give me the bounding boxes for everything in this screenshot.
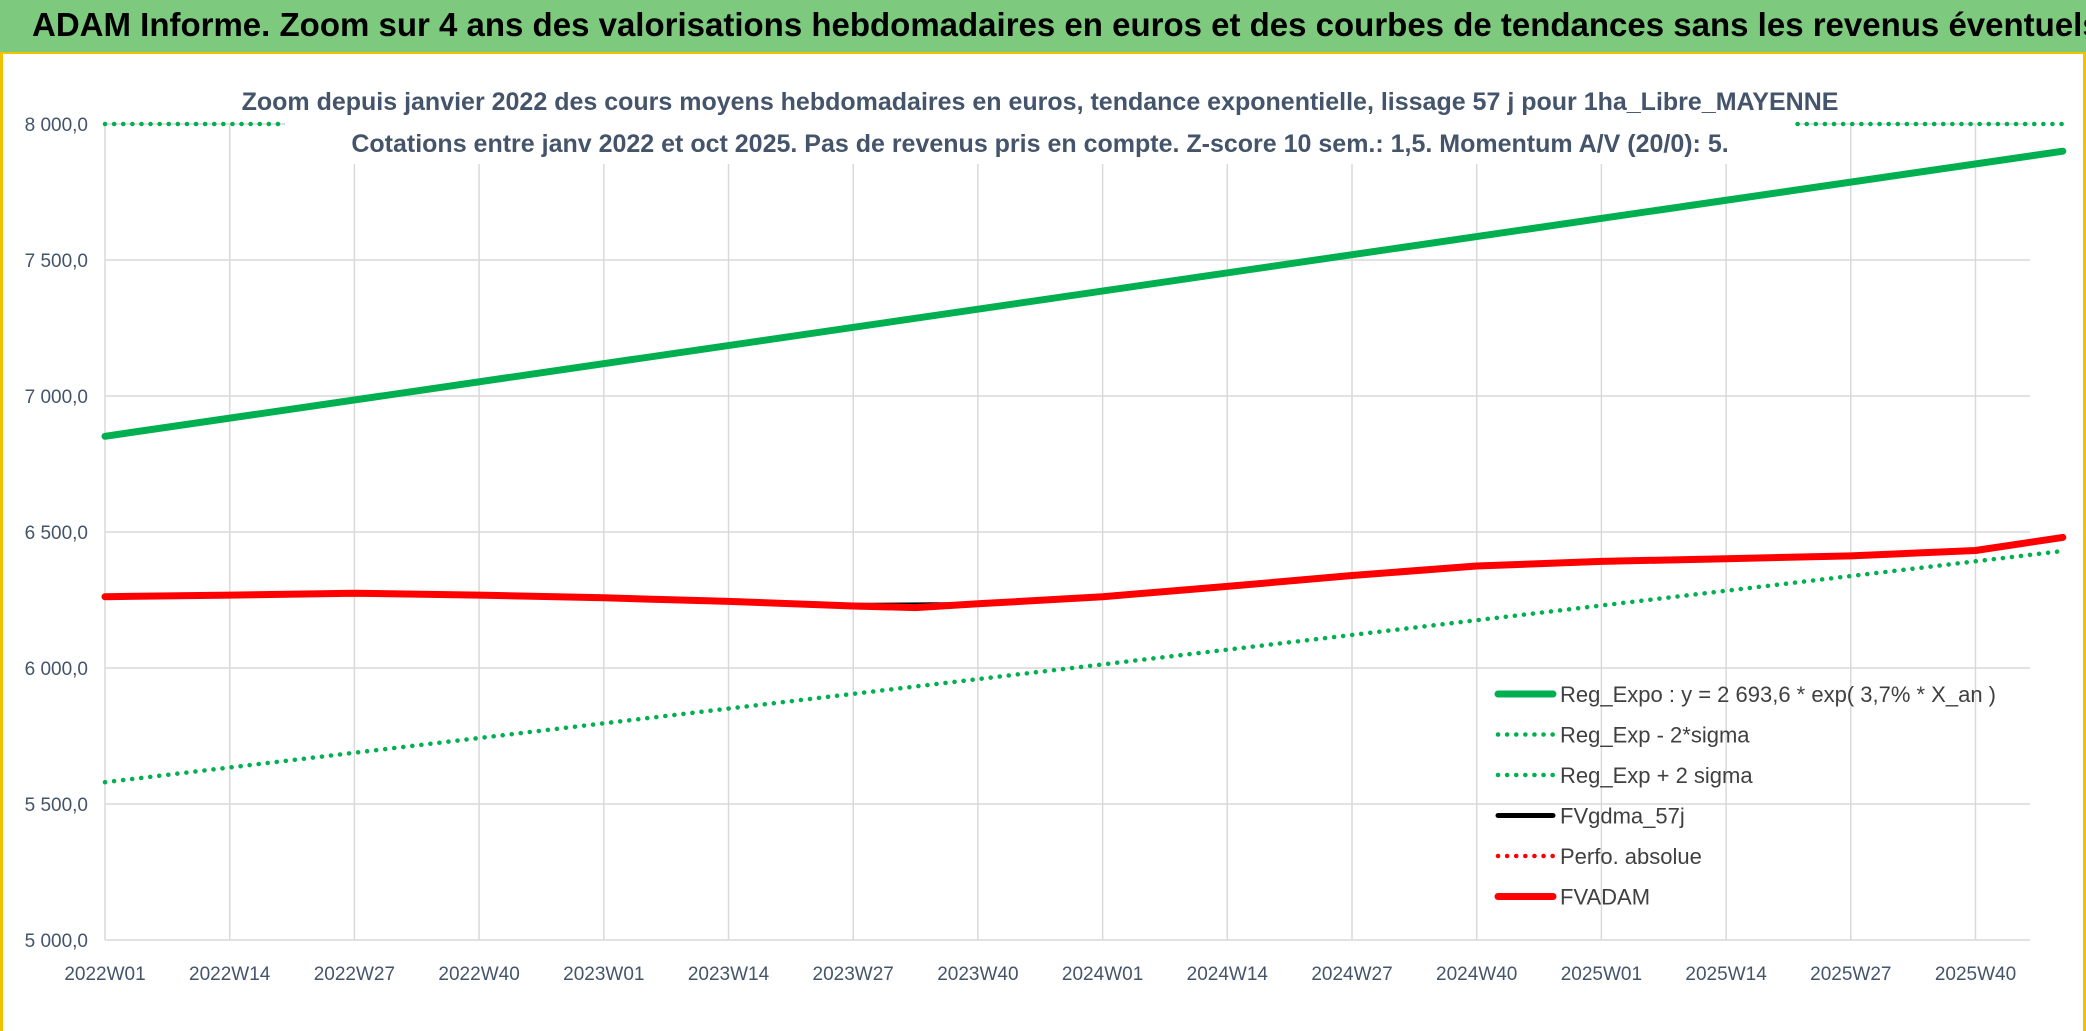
x-tick-label: 2025W14 <box>1685 964 1767 985</box>
x-tick-label: 2024W40 <box>1436 964 1517 985</box>
y-tick-label: 7 500,0 <box>25 251 88 272</box>
chart-title: Zoom depuis janvier 2022 des cours moyen… <box>242 88 1839 116</box>
series-line <box>102 548 2066 785</box>
x-tick-label: 2023W27 <box>813 964 894 985</box>
x-axis-ticks: 2022W01 2022W14 2022W27 2022W40 2023W01 2023W… <box>64 964 2016 985</box>
x-tick-label: 2025W27 <box>1810 964 1891 985</box>
y-tick-label: 6 000,0 <box>25 659 88 680</box>
x-tick-label: 2023W40 <box>937 964 1018 985</box>
legend-label: Reg_Exp - 2*sigma <box>1560 723 1750 748</box>
x-tick-label: 2023W14 <box>688 964 770 985</box>
chart-series <box>101 80 2067 785</box>
x-tick-label: 2025W40 <box>1935 964 2016 985</box>
y-axis-ticks: 8 000,0 7 500,0 7 000,0 6 500,0 6 000,0 5 500… <box>25 115 88 952</box>
series-line <box>101 533 2067 612</box>
y-tick-label: 5 500,0 <box>25 795 88 816</box>
x-tick-label: 2024W27 <box>1311 964 1392 985</box>
legend-label: FVADAM <box>1560 885 1650 910</box>
y-tick-label: 8 000,0 <box>25 115 88 136</box>
x-tick-label: 2022W40 <box>438 964 519 985</box>
chart-frame <box>0 54 2086 1031</box>
y-tick-label: 6 500,0 <box>25 523 88 544</box>
x-tick-label: 2024W01 <box>1062 964 1143 985</box>
x-tick-label: 2022W27 <box>314 964 395 985</box>
legend-label: Reg_Exp + 2 sigma <box>1560 763 1753 788</box>
report-title: ADAM Informe. Zoom sur 4 ans des valoris… <box>32 6 2086 43</box>
y-tick-label: 7 000,0 <box>25 387 88 408</box>
legend-label: Reg_Expo : y = 2 693,6 * exp( 3,7% * X_a… <box>1560 682 1996 707</box>
y-tick-label: 5 000,0 <box>25 931 88 952</box>
report-banner: ADAM Informe. Zoom sur 4 ans des valoris… <box>0 0 2086 54</box>
x-tick-label: 2024W14 <box>1187 964 1269 985</box>
x-tick-label: 2023W01 <box>563 964 644 985</box>
legend-label: Perfo. absolue <box>1560 844 1702 869</box>
x-tick-label: 2025W01 <box>1561 964 1642 985</box>
legend-label: FVgdma_57j <box>1560 804 1685 829</box>
chart-grid <box>104 123 2030 941</box>
title-area <box>285 80 1795 164</box>
chart-subtitle: Cotations entre janv 2022 et oct 2025. P… <box>351 130 1728 158</box>
x-tick-label: 2022W14 <box>189 964 271 985</box>
series-line <box>101 147 2067 440</box>
x-tick-label: 2022W01 <box>64 964 145 985</box>
chart-legend: Reg_Expo : y = 2 693,6 * exp( 3,7% * X_a… <box>1494 682 1996 910</box>
